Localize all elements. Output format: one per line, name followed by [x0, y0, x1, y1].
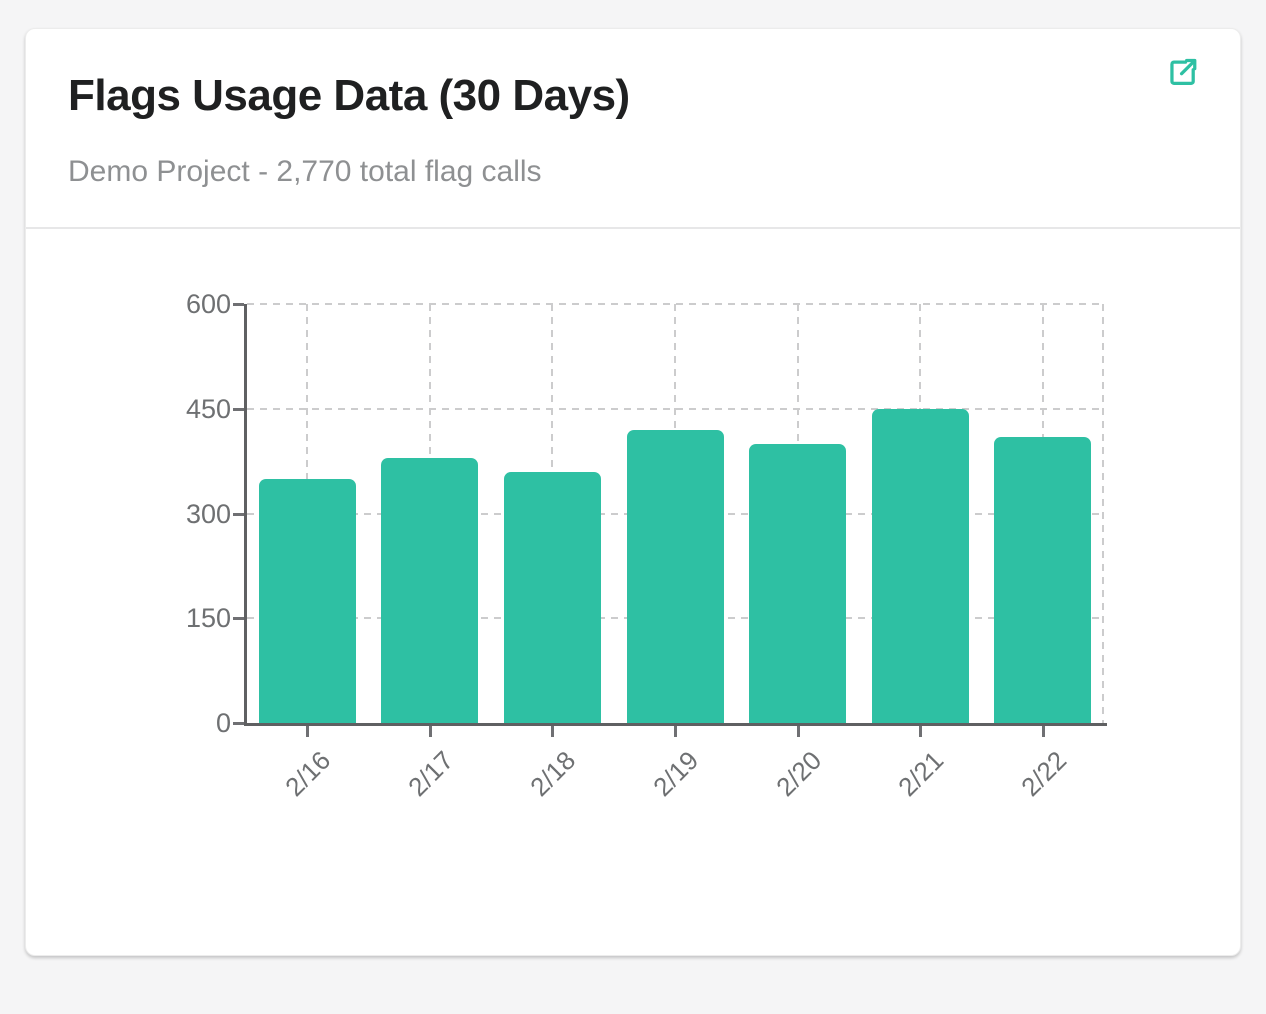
x-tick-2/16: [306, 726, 310, 737]
x-tick-2/21: [919, 726, 923, 737]
bar-2/22: [994, 436, 1092, 723]
x-tick-2/17: [428, 726, 432, 737]
x-axis-label-2/20: 2/20: [769, 745, 827, 802]
x-tick-2/20: [796, 726, 800, 737]
bar-2/18: [503, 471, 601, 723]
gridline-y-450: [247, 407, 1105, 410]
bar-2/20: [749, 443, 847, 723]
x-axis-label-2/19: 2/19: [647, 745, 705, 802]
usage-chart: 0 150 300 450 600 2/16 2/17 2/18 2/19 2/20 2/21 2/2…: [26, 229, 1240, 955]
bar-2/17: [381, 457, 479, 723]
page-title: Flags Usage Data (30 Days): [68, 71, 630, 120]
gridline-y-600: [247, 303, 1105, 305]
plot-right-border: [1102, 304, 1104, 723]
x-tick-2/19: [674, 726, 677, 737]
x-axis-label-2/18: 2/18: [524, 745, 582, 802]
y-axis-line: [244, 304, 247, 726]
y-axis-label-300: 300: [185, 498, 231, 529]
x-axis-label-2/17: 2/17: [402, 745, 460, 802]
x-axis-line: [244, 723, 1107, 726]
bar-2/16: [258, 478, 356, 723]
y-tick-150: [233, 617, 244, 621]
x-axis-label-2/22: 2/22: [1014, 745, 1072, 802]
x-axis-label-2/21: 2/21: [892, 745, 950, 802]
x-tick-2/18: [551, 726, 555, 737]
y-tick-300: [233, 512, 244, 516]
y-tick-0: [233, 722, 244, 725]
page-subtitle: Demo Project - 2,770 total flag calls: [68, 155, 542, 188]
external-link-icon: [1166, 55, 1200, 89]
y-axis-label-0: 0: [215, 708, 231, 738]
bar-2/19: [626, 429, 724, 723]
header-divider: [26, 227, 1240, 229]
flags-usage-card: Flags Usage Data (30 Days) Demo Project …: [25, 28, 1241, 956]
y-tick-450: [233, 407, 244, 411]
x-axis-label-2/16: 2/16: [279, 745, 337, 802]
expand-button[interactable]: [1164, 53, 1202, 91]
y-axis-label-600: 600: [185, 289, 231, 319]
y-axis-label-150: 150: [185, 603, 231, 634]
x-tick-2/22: [1041, 726, 1045, 737]
bar-2/21: [871, 408, 969, 723]
y-tick-600: [233, 303, 244, 306]
y-axis-label-450: 450: [185, 393, 231, 424]
